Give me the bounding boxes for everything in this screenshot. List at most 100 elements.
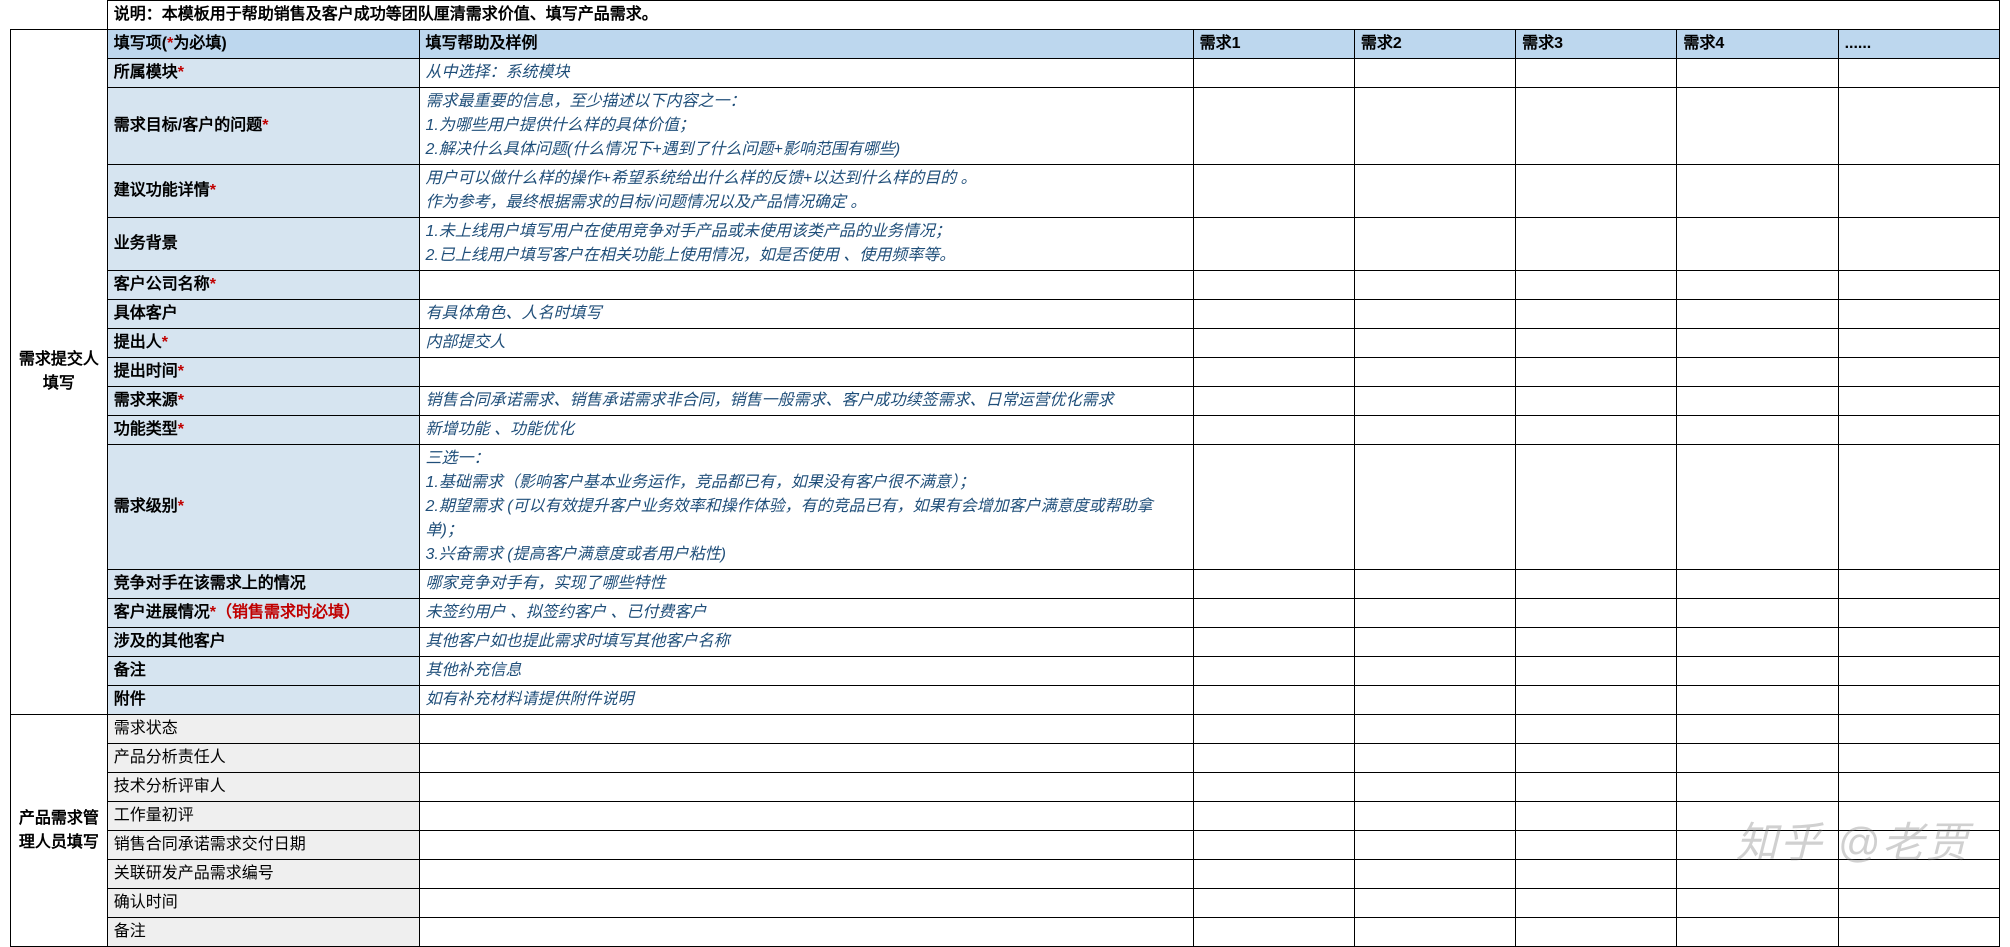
secB-req3-row5[interactable] (1516, 860, 1677, 889)
secA-req2-row0[interactable] (1354, 59, 1515, 88)
secA-req5-row6[interactable] (1838, 329, 1999, 358)
secA-req2-row4[interactable] (1354, 271, 1515, 300)
secA-req4-row14[interactable] (1677, 657, 1838, 686)
secA-req2-row14[interactable] (1354, 657, 1515, 686)
secA-req2-row10[interactable] (1354, 445, 1515, 570)
secA-req2-row5[interactable] (1354, 300, 1515, 329)
secB-req1-row6[interactable] (1193, 889, 1354, 918)
secA-req3-row9[interactable] (1516, 416, 1677, 445)
secB-req5-row0[interactable] (1838, 715, 1999, 744)
secB-req5-row7[interactable] (1838, 918, 1999, 947)
secA-req1-row1[interactable] (1193, 88, 1354, 165)
secA-req1-row9[interactable] (1193, 416, 1354, 445)
secA-req5-row0[interactable] (1838, 59, 1999, 88)
secB-req2-row4[interactable] (1354, 831, 1515, 860)
secA-req3-row13[interactable] (1516, 628, 1677, 657)
secA-req1-row13[interactable] (1193, 628, 1354, 657)
secA-req4-row8[interactable] (1677, 387, 1838, 416)
secB-req1-row5[interactable] (1193, 860, 1354, 889)
secA-req5-row10[interactable] (1838, 445, 1999, 570)
secA-req2-row11[interactable] (1354, 570, 1515, 599)
secA-req4-row0[interactable] (1677, 59, 1838, 88)
secA-req3-row6[interactable] (1516, 329, 1677, 358)
secB-req2-row2[interactable] (1354, 773, 1515, 802)
secA-req1-row5[interactable] (1193, 300, 1354, 329)
secA-req1-row4[interactable] (1193, 271, 1354, 300)
secA-req3-row8[interactable] (1516, 387, 1677, 416)
secA-req5-row5[interactable] (1838, 300, 1999, 329)
secA-req5-row1[interactable] (1838, 88, 1999, 165)
secA-req5-row14[interactable] (1838, 657, 1999, 686)
secA-req1-row8[interactable] (1193, 387, 1354, 416)
secB-req5-row5[interactable] (1838, 860, 1999, 889)
secA-req5-row13[interactable] (1838, 628, 1999, 657)
secB-req5-row1[interactable] (1838, 744, 1999, 773)
secB-req1-row1[interactable] (1193, 744, 1354, 773)
secA-req5-row12[interactable] (1838, 599, 1999, 628)
secB-req1-row4[interactable] (1193, 831, 1354, 860)
secA-req5-row8[interactable] (1838, 387, 1999, 416)
secB-req4-row5[interactable] (1677, 860, 1838, 889)
secB-req2-row3[interactable] (1354, 802, 1515, 831)
secA-req4-row13[interactable] (1677, 628, 1838, 657)
secA-req4-row10[interactable] (1677, 445, 1838, 570)
secA-req1-row11[interactable] (1193, 570, 1354, 599)
secA-req2-row7[interactable] (1354, 358, 1515, 387)
secA-req4-row6[interactable] (1677, 329, 1838, 358)
secB-req3-row0[interactable] (1516, 715, 1677, 744)
secA-req3-row4[interactable] (1516, 271, 1677, 300)
secB-req2-row7[interactable] (1354, 918, 1515, 947)
secA-req1-row7[interactable] (1193, 358, 1354, 387)
secA-req2-row1[interactable] (1354, 88, 1515, 165)
secA-req1-row6[interactable] (1193, 329, 1354, 358)
secA-req3-row11[interactable] (1516, 570, 1677, 599)
secA-req1-row10[interactable] (1193, 445, 1354, 570)
secB-req4-row1[interactable] (1677, 744, 1838, 773)
secB-req3-row7[interactable] (1516, 918, 1677, 947)
secA-req3-row14[interactable] (1516, 657, 1677, 686)
secB-req4-row6[interactable] (1677, 889, 1838, 918)
secA-req2-row3[interactable] (1354, 218, 1515, 271)
secA-req5-row11[interactable] (1838, 570, 1999, 599)
secA-req3-row10[interactable] (1516, 445, 1677, 570)
secA-req5-row9[interactable] (1838, 416, 1999, 445)
secB-req5-row2[interactable] (1838, 773, 1999, 802)
secA-req1-row2[interactable] (1193, 165, 1354, 218)
secA-req1-row14[interactable] (1193, 657, 1354, 686)
secA-req4-row12[interactable] (1677, 599, 1838, 628)
secA-req3-row15[interactable] (1516, 686, 1677, 715)
secA-req5-row2[interactable] (1838, 165, 1999, 218)
secA-req4-row5[interactable] (1677, 300, 1838, 329)
secB-req2-row0[interactable] (1354, 715, 1515, 744)
secA-req1-row15[interactable] (1193, 686, 1354, 715)
secA-req3-row3[interactable] (1516, 218, 1677, 271)
secA-req4-row15[interactable] (1677, 686, 1838, 715)
secB-req2-row6[interactable] (1354, 889, 1515, 918)
secB-req1-row7[interactable] (1193, 918, 1354, 947)
secB-req1-row3[interactable] (1193, 802, 1354, 831)
secA-req5-row7[interactable] (1838, 358, 1999, 387)
secA-req1-row0[interactable] (1193, 59, 1354, 88)
secA-req2-row6[interactable] (1354, 329, 1515, 358)
secA-req4-row9[interactable] (1677, 416, 1838, 445)
secA-req3-row12[interactable] (1516, 599, 1677, 628)
secA-req2-row8[interactable] (1354, 387, 1515, 416)
secB-req1-row0[interactable] (1193, 715, 1354, 744)
secA-req2-row13[interactable] (1354, 628, 1515, 657)
secA-req4-row3[interactable] (1677, 218, 1838, 271)
secB-req4-row2[interactable] (1677, 773, 1838, 802)
secB-req3-row1[interactable] (1516, 744, 1677, 773)
secA-req4-row2[interactable] (1677, 165, 1838, 218)
secA-req3-row5[interactable] (1516, 300, 1677, 329)
secA-req3-row7[interactable] (1516, 358, 1677, 387)
secB-req3-row3[interactable] (1516, 802, 1677, 831)
secB-req4-row7[interactable] (1677, 918, 1838, 947)
secB-req3-row2[interactable] (1516, 773, 1677, 802)
secA-req5-row4[interactable] (1838, 271, 1999, 300)
secA-req2-row12[interactable] (1354, 599, 1515, 628)
secA-req1-row12[interactable] (1193, 599, 1354, 628)
secB-req3-row6[interactable] (1516, 889, 1677, 918)
secA-req4-row7[interactable] (1677, 358, 1838, 387)
secB-req4-row0[interactable] (1677, 715, 1838, 744)
secA-req3-row1[interactable] (1516, 88, 1677, 165)
